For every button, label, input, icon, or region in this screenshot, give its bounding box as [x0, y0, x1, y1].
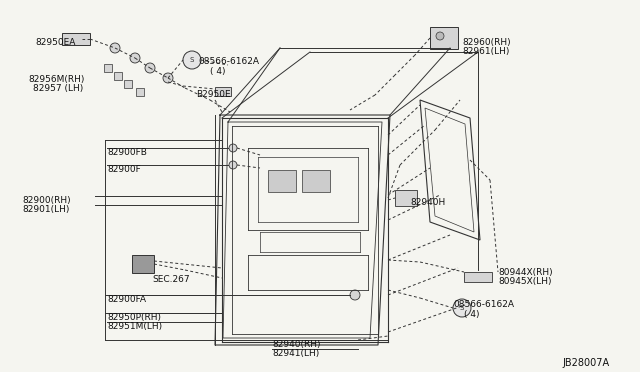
Circle shape: [453, 299, 471, 317]
Bar: [104, 64, 112, 72]
Text: 08566-6162A: 08566-6162A: [453, 300, 514, 309]
Text: B2950E: B2950E: [196, 90, 230, 99]
Bar: [268, 170, 296, 192]
Text: 82950P(RH): 82950P(RH): [107, 313, 161, 322]
Text: 80944X(RH): 80944X(RH): [498, 268, 552, 277]
Circle shape: [229, 144, 237, 152]
Bar: [114, 72, 122, 80]
Text: 82956M(RH): 82956M(RH): [28, 75, 84, 84]
Bar: [430, 27, 458, 49]
Bar: [124, 80, 132, 88]
Circle shape: [163, 73, 173, 83]
Bar: [62, 33, 90, 45]
Text: 82940H: 82940H: [410, 198, 445, 207]
Text: 82900FB: 82900FB: [107, 148, 147, 157]
Text: ( 4): ( 4): [464, 310, 479, 319]
Bar: [302, 170, 330, 192]
Circle shape: [183, 51, 201, 69]
Text: 82900FA: 82900FA: [107, 295, 146, 304]
Circle shape: [350, 290, 360, 300]
Circle shape: [130, 53, 140, 63]
Text: 82951M(LH): 82951M(LH): [107, 322, 162, 331]
Text: 82957 (LH): 82957 (LH): [33, 84, 83, 93]
Text: ( 4): ( 4): [210, 67, 225, 76]
Text: 82900(RH): 82900(RH): [22, 196, 70, 205]
Circle shape: [436, 32, 444, 40]
Text: 82950EA: 82950EA: [35, 38, 76, 47]
Bar: [464, 272, 492, 282]
Text: 82960(RH): 82960(RH): [462, 38, 511, 47]
Text: JB28007A: JB28007A: [562, 358, 609, 368]
Text: 80945X(LH): 80945X(LH): [498, 277, 552, 286]
Bar: [395, 190, 417, 206]
Text: 82900F: 82900F: [107, 165, 141, 174]
Bar: [136, 88, 144, 96]
Bar: [215, 87, 231, 96]
Bar: [132, 255, 154, 273]
Text: 82961(LH): 82961(LH): [462, 47, 509, 56]
Text: S: S: [190, 57, 194, 63]
Text: SEC.267: SEC.267: [152, 275, 189, 284]
Text: 82901(LH): 82901(LH): [22, 205, 69, 214]
Text: 08566-6162A: 08566-6162A: [198, 57, 259, 66]
Text: 82940(RH): 82940(RH): [272, 340, 321, 349]
Text: 82941(LH): 82941(LH): [272, 349, 319, 358]
Circle shape: [229, 161, 237, 169]
Circle shape: [110, 43, 120, 53]
Text: S: S: [460, 305, 464, 311]
Circle shape: [145, 63, 155, 73]
